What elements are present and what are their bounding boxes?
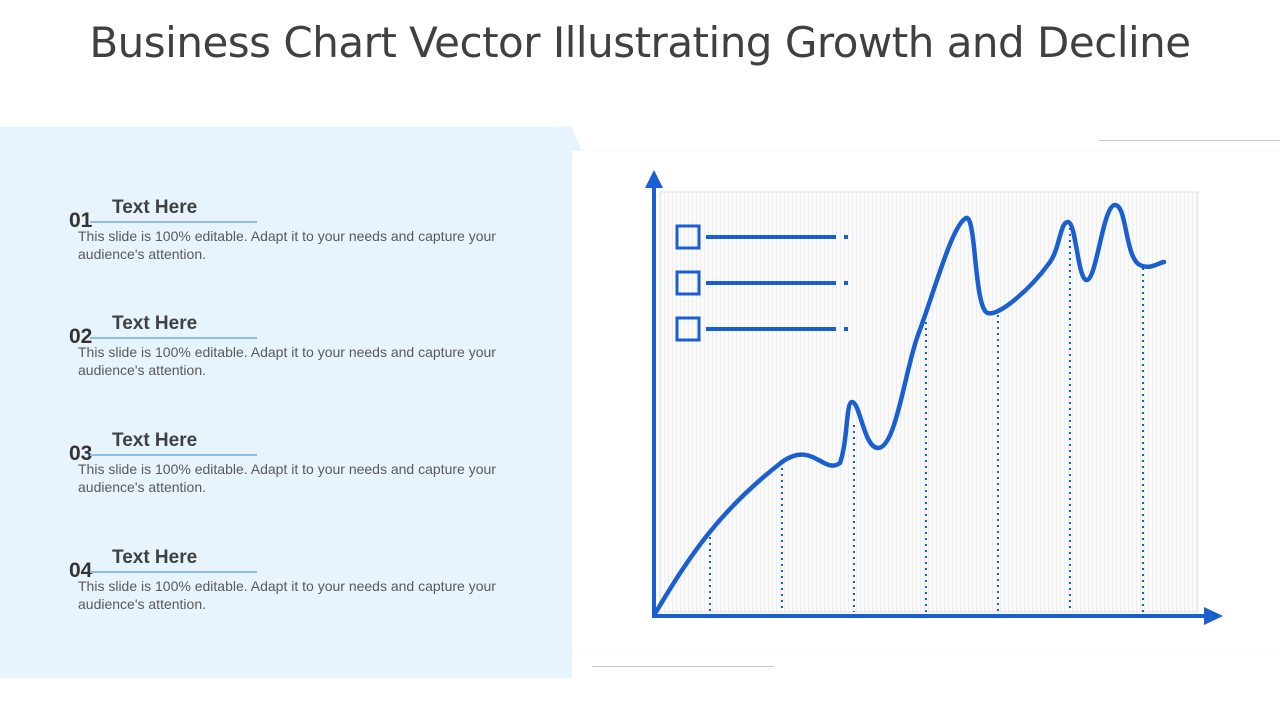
item-description: This slide is 100% editable. Adapt it to… [78,228,496,262]
item-number: 02 [69,325,93,348]
x-axis-arrow [1204,607,1223,625]
y-axis-arrow [645,170,663,188]
item-description: This slide is 100% editable. Adapt it to… [78,461,496,495]
legend-dot [844,327,848,331]
item-divider [90,454,257,456]
item-divider [90,337,257,339]
legend-marker [675,316,701,342]
plot-area [659,191,1199,613]
legend-marker [675,270,701,296]
trend-curve [653,202,1167,615]
decorative-divider-bottom [592,666,774,667]
legend-dot [844,281,848,285]
legend-marker [675,224,701,250]
item-description: This slide is 100% editable. Adapt it to… [78,344,496,378]
item-number: 01 [69,209,93,232]
item-divider [90,221,257,223]
item-divider [90,571,257,573]
item-heading: Text Here [112,547,198,568]
text-panel [0,127,580,678]
item-heading: Text Here [112,313,198,334]
legend [675,224,848,342]
decorative-divider-top [1099,140,1280,141]
page-title: Business Chart Vector Illustrating Growt… [89,18,1191,67]
item-number: 03 [69,442,93,465]
item-description: This slide is 100% editable. Adapt it to… [78,578,496,612]
item-number: 04 [69,559,93,582]
legend-dot [844,235,848,239]
item-heading: Text Here [112,430,198,451]
item-heading: Text Here [112,197,198,218]
